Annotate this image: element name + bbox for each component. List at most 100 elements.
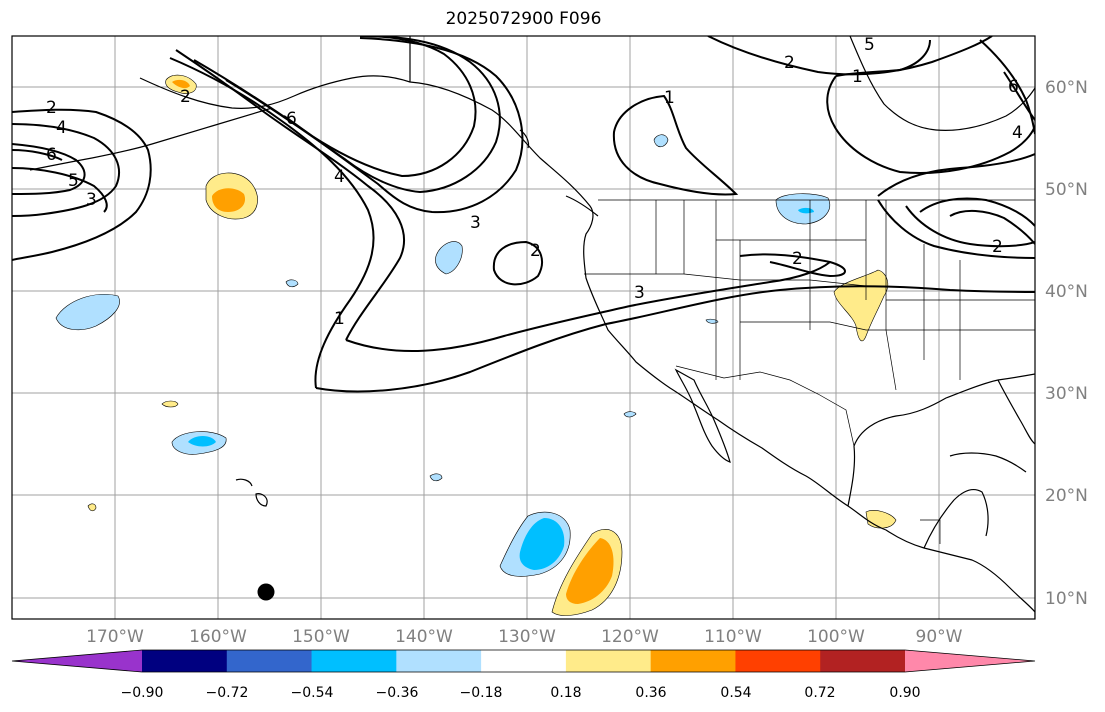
coast-florida bbox=[997, 379, 1035, 445]
lat-label: 10°N bbox=[1045, 589, 1088, 609]
contour-label-6: 6 bbox=[1008, 77, 1019, 97]
coast-aleutians bbox=[29, 107, 273, 171]
colorbar-tick-label: −0.54 bbox=[291, 685, 334, 701]
contour-3-pacific-b bbox=[345, 261, 831, 352]
coast-yucatan bbox=[923, 488, 989, 549]
map-title: 2025072900 F096 bbox=[445, 9, 602, 29]
contour-6-pacific bbox=[193, 36, 477, 178]
colorbar: −0.90 −0.72 −0.54 −0.36 −0.18 0.18 0.36 … bbox=[11, 649, 1036, 701]
colorbar-tick-labels: −0.90 −0.72 −0.54 −0.36 −0.18 0.18 0.36 … bbox=[121, 685, 921, 701]
contour-label-1: 1 bbox=[334, 309, 345, 329]
contour-label-4: 4 bbox=[334, 167, 345, 187]
positive-anomaly-plains bbox=[833, 269, 889, 342]
contour-label-2: 2 bbox=[180, 87, 191, 107]
lon-label: 110°W bbox=[704, 627, 762, 647]
lat-label: 60°N bbox=[1045, 78, 1088, 98]
contour-5-ne bbox=[919, 197, 1035, 227]
contour-label-6: 6 bbox=[46, 145, 57, 165]
negative-anomaly-small-b bbox=[429, 473, 443, 482]
contour-label-2: 2 bbox=[792, 249, 803, 269]
lon-label: 90°W bbox=[916, 627, 963, 647]
map-frame bbox=[11, 35, 1036, 620]
negative-anomaly-small-a bbox=[285, 279, 299, 288]
colorbar-tick-label: −0.36 bbox=[376, 685, 419, 701]
lon-label: 160°W bbox=[189, 627, 247, 647]
colorbar-tick-label: 0.72 bbox=[804, 685, 835, 701]
contour-label-2: 2 bbox=[992, 237, 1003, 257]
colorbar-tick-label: 0.18 bbox=[550, 685, 581, 701]
contour-label-3: 3 bbox=[470, 213, 481, 233]
colorbar-segments bbox=[11, 649, 1036, 673]
contour-label-5: 5 bbox=[68, 171, 79, 191]
negative-anomaly-small-c bbox=[623, 411, 637, 418]
positive-anomaly-n-pacific-core bbox=[212, 188, 246, 212]
contour-labels: 1 1 1 2 2 2 2 2 2 3 3 3 4 4 4 5 5 6 6 6 bbox=[46, 35, 1023, 329]
contour-3-pacific bbox=[175, 49, 405, 341]
coastlines bbox=[29, 36, 1035, 619]
colorbar-tick-label: 0.54 bbox=[720, 685, 751, 701]
negative-anomaly-small-d bbox=[705, 318, 719, 324]
colorbar-tick-label: 0.90 bbox=[889, 685, 920, 701]
coast-gulf-of-mexico bbox=[847, 373, 1035, 507]
contour-label-6: 6 bbox=[286, 109, 297, 129]
colorbar-segment bbox=[650, 650, 736, 672]
contour-4-pacific bbox=[283, 37, 524, 214]
lat-label: 40°N bbox=[1045, 282, 1088, 302]
colorbar-extend-low bbox=[12, 650, 142, 672]
colorbar-tick-label: 0.36 bbox=[635, 685, 666, 701]
border-mexico-guatemala bbox=[920, 519, 941, 544]
coast-cuba bbox=[949, 452, 1027, 473]
lon-label: 150°W bbox=[292, 627, 350, 647]
coast-alaska bbox=[139, 75, 411, 109]
lon-label: 100°W bbox=[807, 627, 865, 647]
contour-3-west bbox=[12, 167, 108, 213]
negative-anomaly-pacific-west bbox=[55, 293, 120, 331]
gridlines bbox=[12, 36, 1035, 619]
contour-1-hudson bbox=[826, 39, 1035, 175]
contour-label-2: 2 bbox=[784, 53, 795, 73]
colorbar-tick-label: −0.18 bbox=[460, 685, 503, 701]
contour-label-1: 1 bbox=[664, 88, 675, 108]
contour-1-pacific bbox=[169, 57, 375, 389]
lon-label: 140°W bbox=[395, 627, 453, 647]
colorbar-segment bbox=[226, 650, 313, 672]
lon-label: 170°W bbox=[86, 627, 144, 647]
contour-1-pacific-b bbox=[315, 285, 1035, 393]
island-vancouver bbox=[565, 195, 599, 217]
contour-label-4: 4 bbox=[56, 118, 67, 138]
contour-3-ne bbox=[877, 199, 1035, 259]
contour-2-canada bbox=[707, 36, 993, 76]
contour-label-1: 1 bbox=[852, 67, 863, 87]
contour-4-west bbox=[12, 123, 120, 217]
lon-label: 130°W bbox=[498, 627, 556, 647]
contour-label-5: 5 bbox=[864, 35, 875, 55]
contour-4-ne bbox=[905, 205, 1035, 248]
colorbar-segment bbox=[565, 650, 652, 672]
positive-anomaly-small-1 bbox=[161, 400, 179, 408]
colorbar-segment bbox=[735, 650, 821, 672]
colorbar-segment bbox=[481, 650, 567, 672]
colorbar-segment bbox=[396, 650, 482, 672]
contour-2-plains bbox=[739, 253, 846, 278]
contour-label-2: 2 bbox=[46, 98, 57, 118]
shaded-anomalies bbox=[55, 74, 897, 616]
contour-5-west bbox=[12, 143, 86, 195]
contours bbox=[12, 36, 1035, 393]
coast-baja bbox=[674, 368, 731, 463]
coast-hudson-bay bbox=[849, 36, 1035, 131]
contour-6-ne-b bbox=[1003, 71, 1035, 121]
contour-2-ne-pacific bbox=[492, 240, 543, 286]
negative-anomaly-ne-pacific bbox=[435, 241, 463, 275]
contour-label-4: 4 bbox=[1012, 123, 1023, 143]
contour-6-ne bbox=[949, 210, 1035, 245]
lat-label: 30°N bbox=[1045, 384, 1088, 404]
island-hawaii bbox=[235, 478, 268, 507]
lat-label: 20°N bbox=[1045, 486, 1088, 506]
contour-6-west bbox=[12, 149, 63, 161]
contour-2-west bbox=[12, 108, 152, 261]
negative-anomaly-tropical-core bbox=[519, 518, 565, 570]
lon-label: 120°W bbox=[601, 627, 659, 647]
positive-anomaly-tropical-core bbox=[566, 538, 614, 604]
positive-anomaly-small-2 bbox=[87, 503, 97, 512]
